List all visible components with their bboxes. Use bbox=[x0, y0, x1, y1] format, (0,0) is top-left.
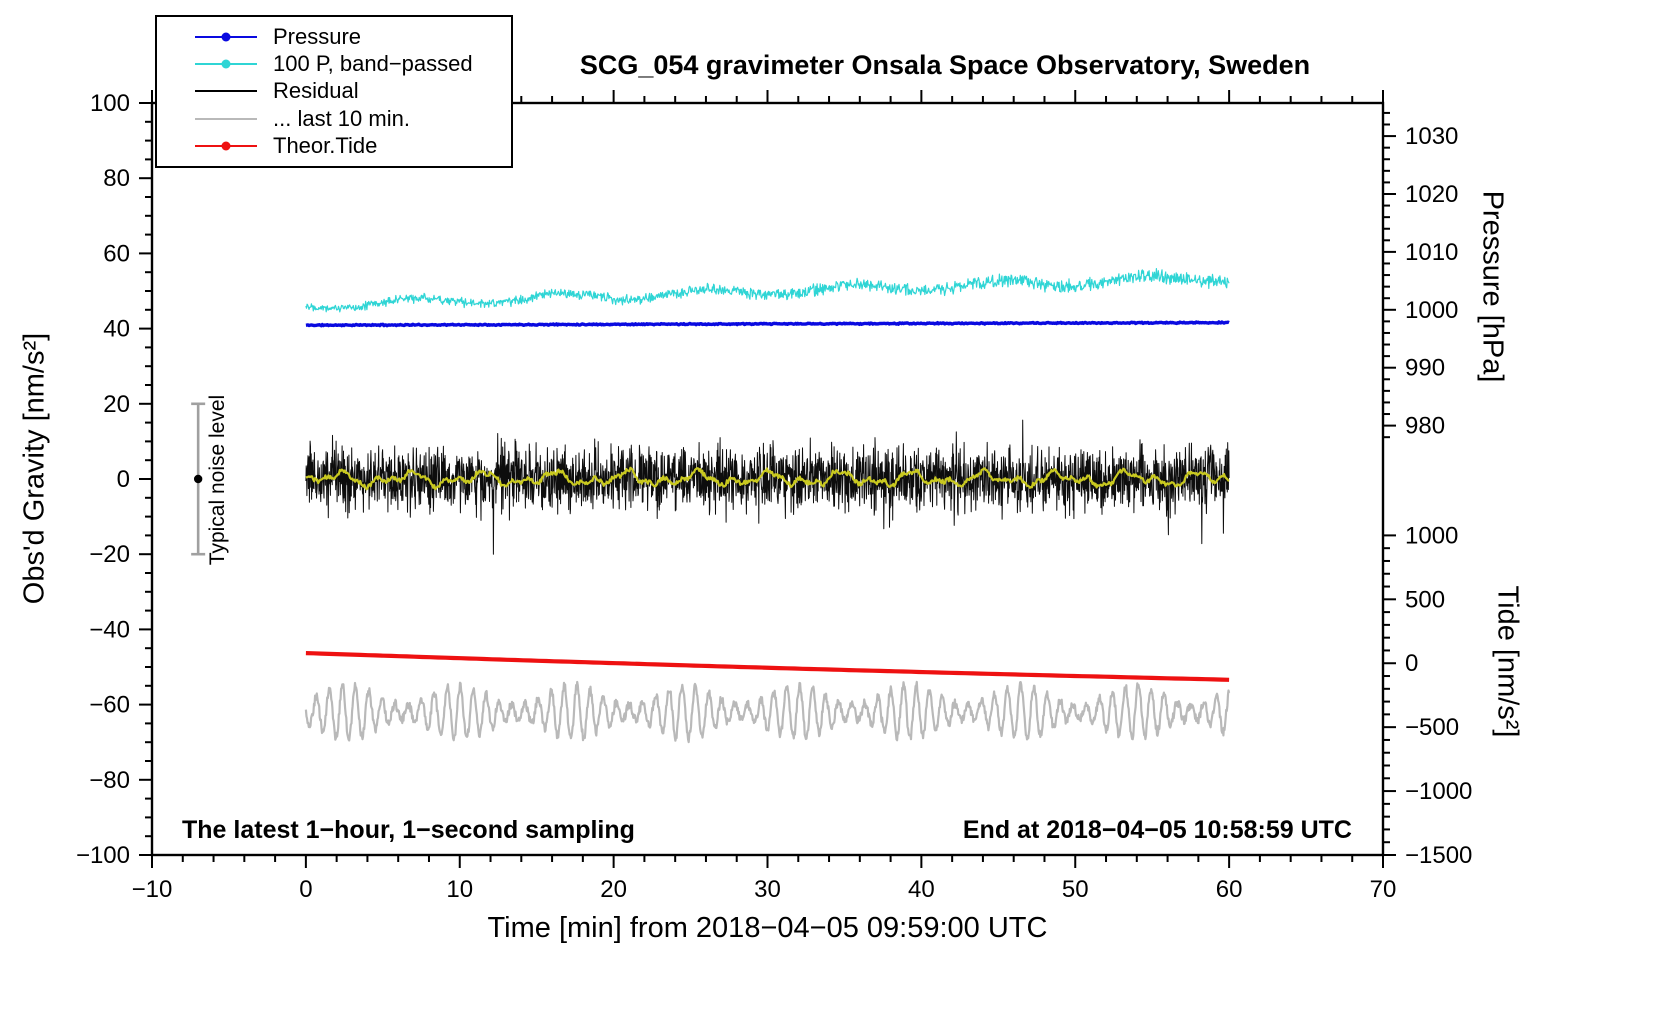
tide-tick-label: 500 bbox=[1405, 586, 1445, 613]
legend: Pressure 100 P, band−passed Residual... la… bbox=[155, 15, 513, 168]
x-tick-label: 0 bbox=[299, 876, 312, 903]
gravity-tick-label: 0 bbox=[117, 466, 130, 493]
gravity-tick-label: 60 bbox=[103, 240, 130, 267]
legend-item-last10: ... last 10 min. bbox=[157, 106, 511, 132]
series-last10 bbox=[304, 680, 1231, 744]
gravity-tick-label: −20 bbox=[89, 541, 130, 568]
gravity-tick-label: −40 bbox=[89, 616, 130, 643]
legend-item-pressure: Pressure bbox=[157, 24, 511, 50]
gravity-tick-label: 40 bbox=[103, 316, 130, 343]
pressure-tick-label: 980 bbox=[1405, 413, 1445, 440]
y-axis-title-pressure: Pressure [hPa] bbox=[1476, 190, 1509, 383]
legend-item-residual: Residual bbox=[157, 78, 511, 104]
gravity-tick-label: 20 bbox=[103, 391, 130, 418]
gravity-tick-label: 80 bbox=[103, 165, 130, 192]
end-time-annotation: End at 2018−04−05 10:58:59 UTC bbox=[962, 816, 1352, 844]
series-pressure bbox=[305, 320, 1230, 328]
x-axis-title: Time [min] from 2018−04−05 09:59:00 UTC bbox=[487, 912, 1048, 944]
legend-label: Pressure bbox=[273, 23, 362, 49]
legend-symbol-residual-icon bbox=[195, 84, 257, 98]
noise-level-dot bbox=[193, 474, 203, 484]
legend-label: 100 P, band−passed bbox=[273, 51, 473, 77]
y-axis-title-gravity: Obs'd Gravity [nm/s²] bbox=[18, 332, 51, 605]
x-tick-label: 10 bbox=[446, 876, 473, 903]
y-axis-title-tide: Tide [nm/s²] bbox=[1491, 585, 1524, 738]
plot-frame bbox=[150, 101, 1385, 857]
legend-label: Residual bbox=[273, 78, 359, 104]
legend-symbol-last10-icon bbox=[195, 112, 257, 126]
x-tick-label: −10 bbox=[132, 876, 173, 903]
tide-tick-label: −1000 bbox=[1405, 778, 1472, 805]
pressure-tick-label: 1010 bbox=[1405, 239, 1458, 266]
noise-level-marker bbox=[191, 402, 206, 556]
x-tick-label: 50 bbox=[1062, 876, 1089, 903]
x-tick-label: 70 bbox=[1370, 876, 1397, 903]
legend-symbol-pressure-icon bbox=[195, 30, 257, 44]
pressure-tick-label: 1020 bbox=[1405, 181, 1458, 208]
legend-label: ... last 10 min. bbox=[273, 105, 410, 131]
series-residual_smooth bbox=[305, 466, 1230, 491]
chart-title: SCG_054 gravimeter Onsala Space Observat… bbox=[579, 50, 1311, 80]
pressure-tick-label: 1000 bbox=[1405, 297, 1458, 324]
gravity-tick-label: −60 bbox=[89, 692, 130, 719]
legend-symbol-band_passed-icon bbox=[195, 57, 257, 71]
tide-tick-label: −500 bbox=[1405, 714, 1459, 741]
series-band_passed bbox=[305, 268, 1230, 313]
tide-tick-label: 0 bbox=[1405, 650, 1418, 677]
legend-label: Theor.Tide bbox=[273, 133, 378, 159]
noise-level-label: Typical noise level bbox=[206, 394, 229, 566]
gravity-tick-label: 100 bbox=[90, 90, 130, 117]
x-tick-label: 20 bbox=[600, 876, 627, 903]
series-residual bbox=[305, 419, 1230, 555]
tide-tick-label: −1500 bbox=[1405, 842, 1472, 869]
tide-tick-label: 1000 bbox=[1405, 522, 1458, 549]
gravity-tick-label: −80 bbox=[89, 767, 130, 794]
legend-item-theor_tide: Theor.Tide bbox=[157, 133, 511, 159]
pressure-tick-label: 990 bbox=[1405, 355, 1445, 382]
x-tick-label: 40 bbox=[908, 876, 935, 903]
pressure-tick-label: 1030 bbox=[1405, 123, 1458, 150]
x-tick-label: 60 bbox=[1216, 876, 1243, 903]
tick-labels: −10 0 10 20 30 40 50 60 70−100−80−60−40−20020406… bbox=[76, 90, 1472, 903]
legend-item-band_passed: 100 P, band−passed bbox=[157, 51, 511, 77]
series-theor_tide bbox=[305, 651, 1230, 682]
gravity-tick-label: −100 bbox=[76, 842, 130, 869]
sampling-annotation: The latest 1−hour, 1−second sampling bbox=[182, 816, 635, 844]
legend-symbol-theor_tide-icon bbox=[195, 139, 257, 153]
x-tick-label: 30 bbox=[754, 876, 781, 903]
